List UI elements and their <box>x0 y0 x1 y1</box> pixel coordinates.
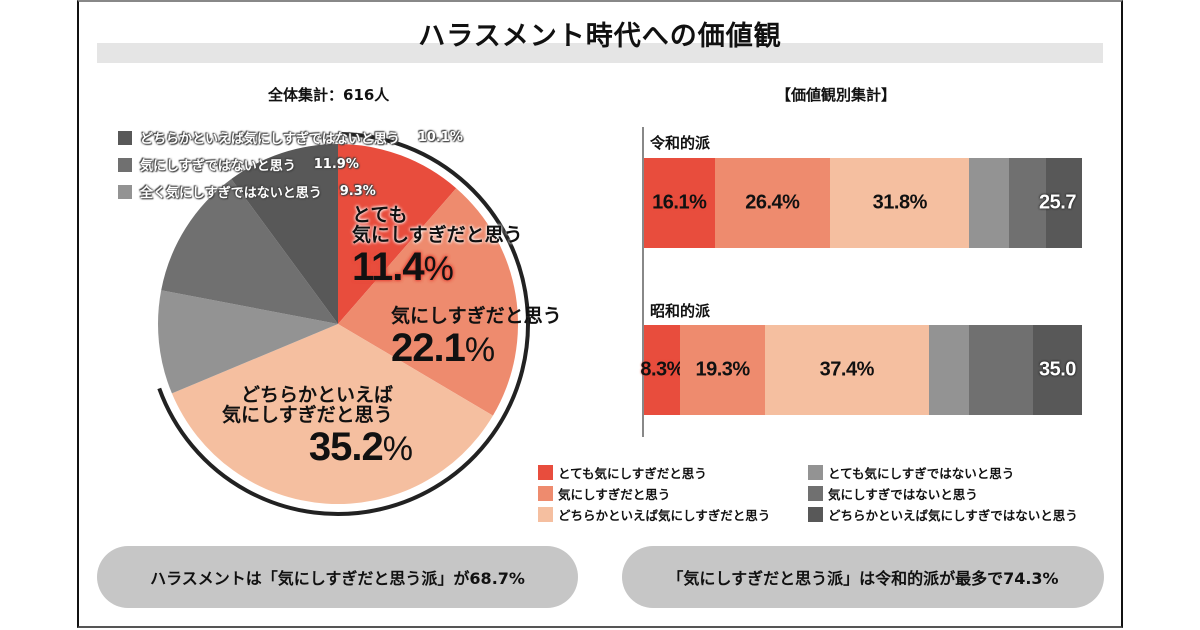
pie-label-very-yes-line1: とても <box>352 204 408 226</box>
summary-pill-left: ハラスメントは「気にしすぎだと思う派」が68.7% <box>97 546 578 608</box>
bar-category-label-reiwa: 令和的派 <box>650 134 711 152</box>
bar-axis-line <box>642 127 644 437</box>
pie-label-somewhat-yes: どちらかといえば 気にしすぎだと思う 35.2% <box>222 384 413 469</box>
pie-legend-label: 気にしすぎではないと思う <box>140 159 296 174</box>
pie-legend-item-very-no: 全く気にしすぎではないと思う 9.3% <box>118 178 463 205</box>
pie-value-somewhat-yes-number: 35.2 <box>308 424 384 469</box>
bar-showa: 8.3% 19.3% 37.4% 35.0 <box>640 325 1082 415</box>
pie-label-somewhat-yes-line2: 気にしすぎだと思う <box>222 403 393 426</box>
pie-label-very-yes-line2: 気にしすぎだと思う <box>352 223 523 246</box>
legend-swatch <box>808 465 823 480</box>
bar-legend-label: 気にしすぎではないと思う <box>828 487 978 502</box>
pie-value-yes-pct: % <box>464 330 495 369</box>
pie-legend-label: 全く気にしすぎではないと思う <box>140 186 322 201</box>
bar-segment-very-no <box>928 325 969 415</box>
bar-legend-left: とても気にしすぎだと思う 気にしすぎだと思うどちらかといえば気にしすぎだと思う <box>538 462 770 525</box>
page-title: ハラスメント時代への価値観 <box>418 21 782 52</box>
bar-segment-no <box>968 325 1033 415</box>
bar-value-label: 8.3% <box>640 358 684 381</box>
highlight-arc <box>157 132 530 516</box>
legend-swatch <box>538 507 553 522</box>
pie-value-yes: 22.1% <box>391 327 562 369</box>
bar-segment-very-no <box>969 158 1010 248</box>
bar-segment-somewhat-no: 25.7 <box>1039 158 1082 248</box>
bar-segment-very-yes: 8.3% <box>640 325 684 415</box>
legend-swatch <box>118 157 132 172</box>
bar-value-label: 31.8% <box>872 191 928 214</box>
pie-chart-subtitle: 全体集計：616人 <box>268 86 390 104</box>
pie-label-very-yes: とても 気にしすぎだと思う 11.4% <box>352 204 523 288</box>
bar-gray-total-label: 25.7 <box>1039 191 1076 214</box>
pie-slice-yes <box>338 188 518 416</box>
summary-pill-right-text: 「気にしすぎだと思う派」は令和的派が最多で74.3% <box>667 569 1059 588</box>
bar-reiwa: 16.1% 26.4% 31.8% 25.7 <box>644 158 1082 248</box>
pie-legend-value: 11.9% <box>313 157 359 172</box>
legend-swatch <box>538 465 553 480</box>
bar-legend-item-somewhat-yes: どちらかといえば気にしすぎだと思う <box>538 504 770 525</box>
pie-label-yes: 気にしすぎだと思う 22.1% <box>391 305 562 369</box>
legend-swatch <box>538 486 553 501</box>
bar-value-label: 16.1% <box>652 191 707 214</box>
pie-legend-value: 10.1% <box>417 130 463 145</box>
bar-chart-subtitle: 【価値観別集計】 <box>776 86 897 104</box>
bar-value-label: 26.4% <box>745 191 800 214</box>
bar-legend-label: とても気にしすぎではないと思う <box>828 466 1015 481</box>
pie-legend-value: 9.3% <box>339 184 376 199</box>
pie-value-yes-number: 22.1 <box>391 325 466 370</box>
bar-value-label: 19.3% <box>695 358 751 381</box>
bar-legend-right: とても気にしすぎではないと思う 気にしすぎではないと思うどちらかといえば気にしすぎ… <box>808 462 1078 525</box>
pie-legend-item-somewhat-no: どちらかといえば気にしすぎではないと思う 10.1% <box>118 124 463 151</box>
pie-label-yes-line1: 気にしすぎだと思う <box>391 305 562 327</box>
bar-legend-label: とても気にしすぎだと思う <box>558 466 707 481</box>
bar-segment-somewhat-yes: 31.8% <box>830 158 970 248</box>
summary-pill-right: 「気にしすぎだと思う派」は令和的派が最多で74.3% <box>622 546 1104 608</box>
pie-legend: どちらかといえば気にしすぎではないと思う 10.1% 気にしすぎではないと思う 11.… <box>118 124 463 205</box>
pie-slice-somewhat-yes <box>171 324 493 505</box>
bar-legend-label: どちらかといえば気にしすぎではないと思う <box>828 508 1078 523</box>
bar-segment-yes: 19.3% <box>680 325 765 415</box>
bar-segment-yes: 26.4% <box>714 158 831 248</box>
bar-category-label-showa: 昭和的派 <box>650 302 711 320</box>
pie-value-very-yes-number: 11.4 <box>352 244 425 289</box>
pie-slice-no <box>161 179 338 324</box>
bar-legend-item-somewhat-no: どちらかといえば気にしすぎではないと思う <box>808 504 1078 525</box>
bar-segment-very-yes: 16.1% <box>644 158 715 248</box>
pie-label-somewhat-yes-line1: どちらかといえば <box>240 384 393 406</box>
bar-segment-somewhat-yes: 37.4% <box>764 325 929 415</box>
pie-legend-label: どちらかといえば気にしすぎではないと思う <box>140 132 400 147</box>
bar-segment-somewhat-no: 35.0 <box>1032 325 1082 415</box>
pie-slice-somewhat-no <box>231 144 338 324</box>
legend-swatch <box>118 184 132 199</box>
bar-value-label: 37.4% <box>819 358 875 381</box>
bar-legend-item-very-no: とても気にしすぎではないと思う <box>808 462 1078 483</box>
pie-legend-item-no: 気にしすぎではないと思う 11.9% <box>118 151 463 178</box>
bar-segment-no <box>1009 158 1046 248</box>
summary-pill-left-text: ハラスメントは「気にしすぎだと思う派」が68.7% <box>150 569 525 588</box>
bar-gray-total-label: 35.0 <box>1039 358 1076 381</box>
legend-swatch <box>118 130 132 145</box>
legend-swatch <box>808 486 823 501</box>
legend-swatch <box>808 507 823 522</box>
pie-slice-very-no <box>158 290 338 394</box>
pie-value-somewhat-yes-pct: % <box>382 429 413 468</box>
bar-legend-item-very-yes: とても気にしすぎだと思う <box>538 462 770 483</box>
pie-value-somewhat-yes: 35.2% <box>222 424 413 469</box>
pie-value-very-yes: 11.4% <box>352 246 523 288</box>
pie-label-very-yes-text: 気にしすぎだと思う <box>352 223 523 246</box>
bar-legend-item-yes: 気にしすぎだと思う <box>538 483 770 504</box>
pie-value-very-yes-pct: % <box>423 249 454 288</box>
bar-legend-label: 気にしすぎだと思う <box>558 487 671 502</box>
title-band <box>97 43 1103 63</box>
pie-slice-very-yes <box>338 144 457 324</box>
bar-legend-label: どちらかといえば気にしすぎだと思う <box>558 508 771 523</box>
bar-legend-item-no: 気にしすぎではないと思う <box>808 483 1078 504</box>
